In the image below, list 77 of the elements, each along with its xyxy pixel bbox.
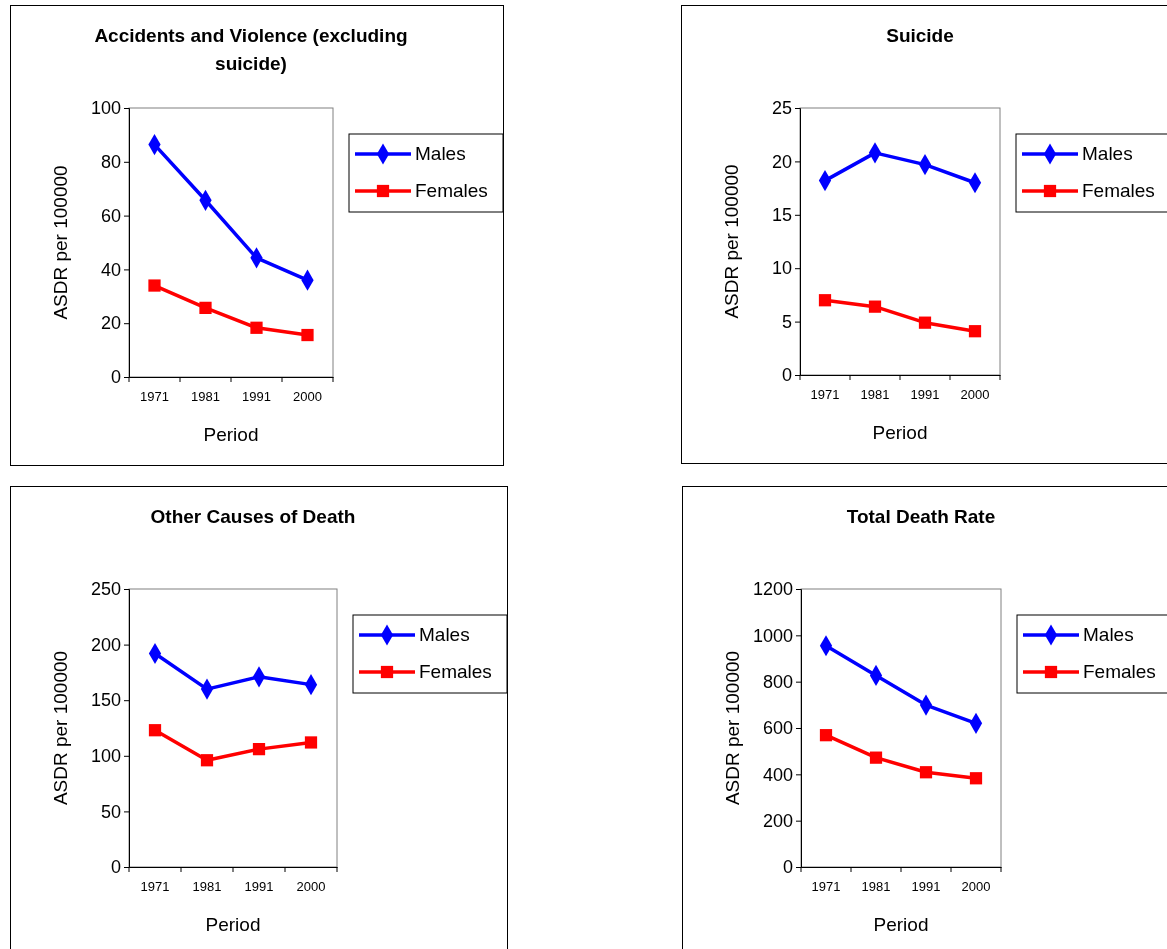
point [200, 754, 214, 767]
y-tick-label: 0 [110, 367, 121, 388]
point [148, 724, 162, 737]
x-tick-label: 1991 [910, 386, 940, 402]
x-tick-label: 1971 [140, 388, 169, 404]
y-tick-label: 0 [781, 365, 792, 386]
x-tick-label: 1981 [192, 878, 222, 894]
y-tick-label: 20 [100, 313, 121, 334]
point [199, 301, 212, 314]
chart-title: Accidents and Violence (excluding suicide) [94, 25, 408, 74]
point [969, 772, 983, 785]
y-tick-label: 20 [771, 151, 792, 172]
x-tick-label: 2000 [960, 386, 990, 402]
x-tick-label: 1981 [861, 878, 891, 894]
legend-label: Females [1083, 661, 1156, 682]
point [301, 328, 314, 342]
y-tick-label: 800 [762, 671, 793, 692]
y-tick-label: 0 [782, 857, 793, 878]
y-axis-title: ASDR per 100000 [722, 650, 743, 806]
y-tick-label: 5 [781, 311, 792, 332]
chart-title: Total Death Rate [846, 506, 996, 527]
x-axis-title: Period [872, 422, 928, 443]
y-tick-label: 100 [90, 746, 121, 767]
y-tick-label: 10 [771, 258, 792, 279]
point [148, 279, 161, 292]
y-tick-label: 40 [100, 259, 121, 280]
x-tick-label: 2000 [961, 878, 991, 894]
chart-title: Suicide [886, 25, 954, 46]
point [918, 316, 932, 329]
y-tick-label: 100 [90, 98, 121, 119]
y-axis-title: ASDR per 100000 [50, 650, 71, 806]
y-tick-label: 600 [762, 718, 793, 739]
point [304, 736, 318, 749]
point [819, 729, 833, 742]
point [968, 325, 982, 338]
y-tick-label: 200 [762, 810, 793, 831]
x-tick-label: 1971 [810, 386, 840, 402]
point [250, 321, 263, 334]
x-tick-label: 1971 [140, 878, 170, 894]
legend-label: Males [1083, 624, 1134, 645]
point [868, 300, 882, 313]
y-tick-label: 150 [90, 690, 121, 711]
legend-label: Males [419, 624, 470, 645]
x-tick-label: 1991 [911, 878, 941, 894]
y-tick-label: 60 [100, 205, 121, 226]
x-axis-title: Period [203, 424, 259, 445]
y-tick-label: 1000 [752, 625, 793, 646]
x-tick-label: 1991 [244, 878, 274, 894]
point [869, 751, 883, 764]
y-tick-label: 15 [771, 205, 792, 226]
y-tick-label: 80 [100, 152, 121, 173]
x-tick-label: 1981 [860, 386, 890, 402]
x-axis-title: Period [205, 914, 261, 935]
legend-label: Males [1082, 143, 1133, 164]
y-tick-label: 200 [90, 634, 121, 655]
x-tick-label: 1991 [242, 388, 271, 404]
x-tick-label: 2000 [293, 388, 322, 404]
x-axis-title: Period [873, 914, 929, 935]
y-axis-title: ASDR per 100000 [50, 165, 71, 320]
legend-label: Males [415, 143, 466, 164]
y-tick-label: 25 [771, 98, 792, 119]
point [818, 294, 832, 307]
legend-label: Females [415, 180, 488, 201]
y-tick-label: 250 [90, 579, 121, 600]
x-tick-label: 2000 [296, 878, 326, 894]
y-axis-title: ASDR per 100000 [721, 164, 742, 319]
y-tick-label: 0 [110, 857, 121, 878]
legend-label: Females [1082, 180, 1155, 201]
chart-title: Other Causes of Death [150, 506, 356, 527]
y-tick-label: 400 [762, 764, 793, 785]
legend-label: Females [419, 661, 492, 682]
y-tick-label: 50 [100, 801, 121, 822]
x-tick-label: 1981 [191, 388, 220, 404]
point [252, 743, 266, 756]
point [919, 766, 933, 779]
y-tick-label: 1200 [752, 579, 793, 600]
x-tick-label: 1971 [811, 878, 841, 894]
